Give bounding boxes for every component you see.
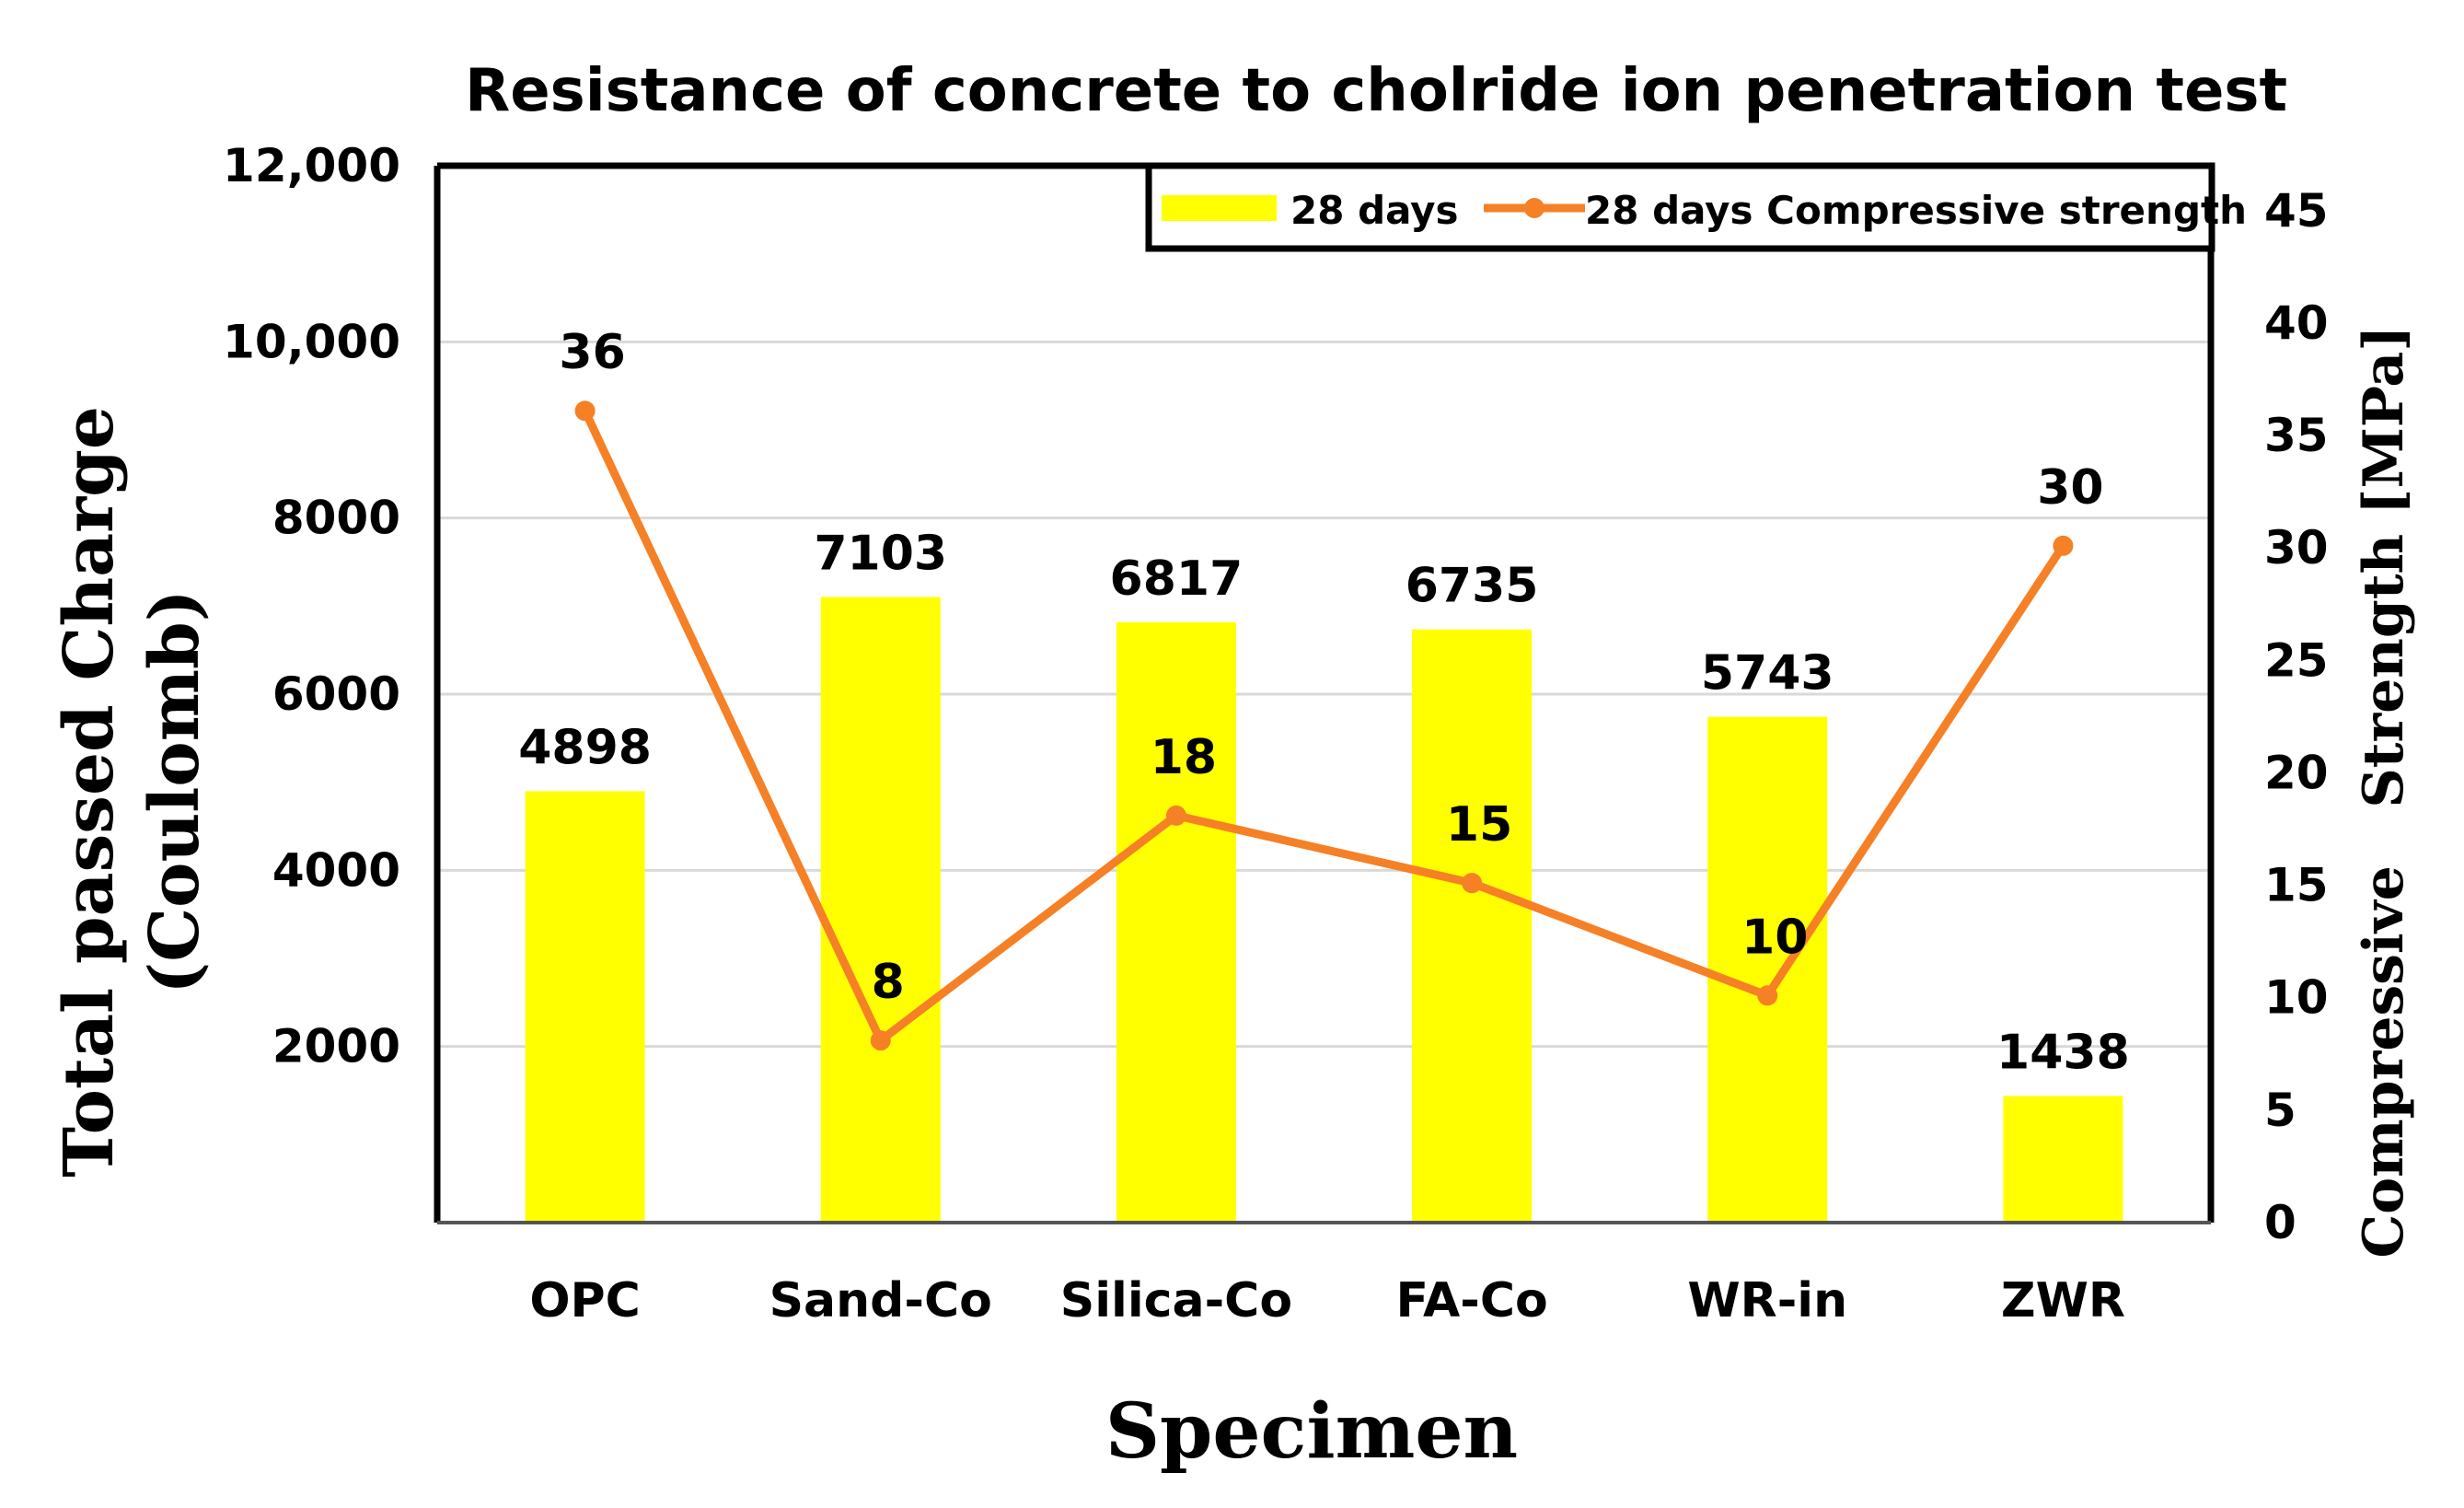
x-tick-label: Silica-Co bbox=[1060, 1273, 1292, 1328]
strength-point bbox=[1165, 805, 1186, 826]
line-series bbox=[574, 400, 2074, 1051]
y2-tick-label: 15 bbox=[2264, 859, 2329, 912]
bar-value-label: 1438 bbox=[1996, 1025, 2130, 1080]
x-tick-label: Sand-Co bbox=[769, 1273, 992, 1328]
gridlines bbox=[437, 340, 2211, 1049]
strength-value-label: 15 bbox=[1446, 797, 1512, 853]
x-tick-label: FA-Co bbox=[1395, 1273, 1547, 1328]
y-axis-title-line1: Total passed Charge bbox=[50, 406, 129, 1177]
strength-value-label: 8 bbox=[872, 955, 905, 1010]
strength-point bbox=[870, 1030, 891, 1051]
strength-point bbox=[574, 400, 596, 422]
y2-tick-label: 20 bbox=[2264, 746, 2329, 799]
data-labels: 4898 7103 6817 6735 5743 1438 36 8 18 15 10 30 bbox=[518, 325, 2130, 1080]
y-tick-label: 6000 bbox=[272, 667, 400, 721]
x-tick-label: WR-in bbox=[1687, 1273, 1847, 1328]
bar-value-label: 5743 bbox=[1701, 646, 1834, 702]
bar-ZWR bbox=[2003, 1096, 2123, 1223]
strength-point bbox=[1462, 873, 1483, 894]
legend-bar-label: 28 days bbox=[1290, 188, 1459, 233]
bar-value-label: 4898 bbox=[518, 720, 652, 775]
y-axis-title-line2: (Coulomb) bbox=[135, 589, 214, 994]
strength-value-label: 36 bbox=[559, 325, 625, 380]
bar-value-label: 6735 bbox=[1406, 559, 1539, 614]
bar-WR-in bbox=[1707, 716, 1828, 1223]
y2-tick-label: 25 bbox=[2264, 633, 2329, 687]
y-tick-label: 12,000 bbox=[223, 139, 400, 192]
bar-value-label: 6817 bbox=[1110, 551, 1244, 607]
legend-bar-swatch bbox=[1162, 195, 1277, 221]
strength-value-label: 18 bbox=[1151, 730, 1217, 785]
y2-axis-title: Compressive Strength [MPa] bbox=[2352, 325, 2416, 1258]
x-tick-label: ZWR bbox=[2001, 1273, 2125, 1328]
x-tick-label: OPC bbox=[529, 1273, 640, 1328]
y-tick-label: 10,000 bbox=[223, 315, 400, 368]
axes: 2000 4000 6000 8000 10,000 12,000 0 5 10 15 20 25 30… bbox=[223, 139, 2329, 1328]
y2-tick-label: 0 bbox=[2264, 1196, 2296, 1249]
legend-line-marker bbox=[1524, 198, 1544, 218]
bar-series bbox=[525, 597, 2123, 1223]
bar-OPC bbox=[525, 791, 645, 1223]
legend: 28 days 28 days Compressive strength bbox=[1145, 162, 2247, 252]
x-axis-title: Specimen bbox=[1105, 1387, 1518, 1476]
y2-tick-label: 40 bbox=[2264, 296, 2329, 350]
strength-value-label: 30 bbox=[2037, 460, 2103, 516]
y-tick-label: 8000 bbox=[272, 492, 400, 545]
y-tick-label: 4000 bbox=[272, 843, 400, 897]
bar-Sand-Co bbox=[820, 597, 941, 1223]
chart-title: Resistance of concrete to cholride ion p… bbox=[465, 57, 2287, 125]
strength-point bbox=[2053, 535, 2074, 556]
strength-value-label: 10 bbox=[1741, 910, 1808, 965]
legend-line-label: 28 days Compressive strength bbox=[1585, 188, 2247, 233]
y-tick-label: 2000 bbox=[272, 1020, 400, 1073]
y2-tick-label: 30 bbox=[2264, 521, 2329, 574]
y2-tick-label: 10 bbox=[2264, 971, 2329, 1025]
strength-point bbox=[1757, 985, 1778, 1006]
bar-FA-Co bbox=[1412, 629, 1533, 1223]
y2-tick-label: 5 bbox=[2264, 1084, 2296, 1137]
y2-tick-label: 35 bbox=[2264, 409, 2329, 462]
bar-value-label: 7103 bbox=[814, 526, 947, 581]
bar-Silica-Co bbox=[1116, 621, 1236, 1223]
legend-box bbox=[1145, 162, 2215, 252]
y2-tick-label: 45 bbox=[2264, 184, 2329, 238]
strength-line bbox=[581, 409, 2067, 1045]
